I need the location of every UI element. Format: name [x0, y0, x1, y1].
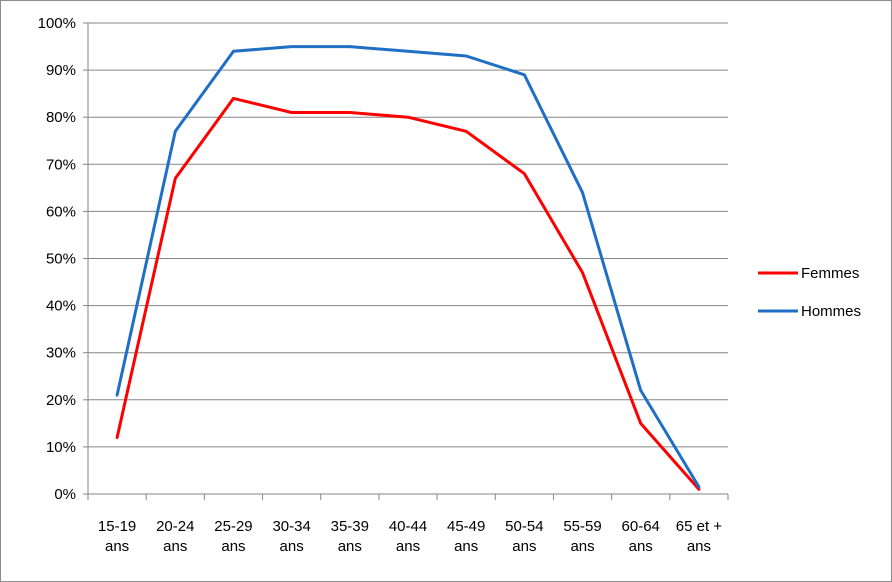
- y-tick-label: 80%: [46, 109, 76, 126]
- x-axis-ticks: 15-19 ans 20-24 ans 25-29 ans 30-34 ans 35-39 ans…: [98, 518, 722, 555]
- x-tick-label-line: ans: [512, 538, 536, 555]
- legend-label-femmes: Femmes: [801, 265, 859, 282]
- x-tick-label: 65 et + ans: [676, 518, 723, 555]
- x-tick-label-line: 40-44: [389, 518, 427, 535]
- y-tick-label: 30%: [46, 345, 76, 362]
- series-lines: [115, 45, 701, 491]
- legend: Femmes Hommes: [758, 265, 861, 320]
- y-axis-ticks: 0% 10% 20% 30% 40% 50% 60% 70% 80% 90% 100%: [38, 15, 76, 503]
- x-tick-label: 50-54 ans: [505, 518, 543, 555]
- y-tick-label: 0%: [54, 486, 76, 503]
- x-tick-label: 35-39 ans: [331, 518, 369, 555]
- x-tick-label-line: ans: [280, 538, 304, 555]
- x-tick-label: 30-34 ans: [272, 518, 310, 555]
- y-tick-label: 50%: [46, 251, 76, 268]
- y-tick-label: 40%: [46, 298, 76, 315]
- x-tick-label-line: ans: [105, 538, 129, 555]
- x-tick-label-line: 65 et +: [676, 518, 723, 535]
- gridlines: [88, 22, 728, 448]
- y-tick-label: 100%: [38, 15, 76, 32]
- y-tick-label: 20%: [46, 392, 76, 409]
- x-tick-label-line: ans: [163, 538, 187, 555]
- y-tick-label: 60%: [46, 203, 76, 220]
- x-tick-label: 25-29 ans: [214, 518, 252, 555]
- series-line-femmes: [115, 96, 701, 491]
- series-line-hommes: [115, 45, 701, 489]
- x-tick-label-line: 15-19: [98, 518, 136, 535]
- x-tick-label-line: ans: [687, 538, 711, 555]
- x-tick-label-line: 35-39: [331, 518, 369, 535]
- x-tick-label-line: ans: [454, 538, 478, 555]
- x-tick-label: 45-49 ans: [447, 518, 485, 555]
- axes: [83, 22, 729, 500]
- x-tick-label: 40-44 ans: [389, 518, 427, 555]
- x-tick-label-line: 25-29: [214, 518, 252, 535]
- x-tick-label-line: ans: [338, 538, 362, 555]
- x-tick-label-line: 20-24: [156, 518, 194, 535]
- x-tick-label-line: ans: [570, 538, 594, 555]
- x-tick-label: 15-19 ans: [98, 518, 136, 555]
- x-tick-label-line: 50-54: [505, 518, 543, 535]
- y-tick-label: 90%: [46, 62, 76, 79]
- x-tick-label: 20-24 ans: [156, 518, 194, 555]
- x-tick-label-line: 60-64: [622, 518, 660, 535]
- y-tick-label: 70%: [46, 156, 76, 173]
- y-tick-label: 10%: [46, 439, 76, 456]
- x-tick-label-line: 45-49: [447, 518, 485, 535]
- x-tick-label-line: 30-34: [272, 518, 310, 535]
- x-tick-label: 55-59 ans: [563, 518, 601, 555]
- x-tick-label-line: ans: [396, 538, 420, 555]
- x-tick-label-line: ans: [221, 538, 245, 555]
- legend-label-hommes: Hommes: [801, 303, 861, 320]
- x-tick-label: 60-64 ans: [622, 518, 660, 555]
- x-tick-label-line: ans: [629, 538, 653, 555]
- x-tick-label-line: 55-59: [563, 518, 601, 535]
